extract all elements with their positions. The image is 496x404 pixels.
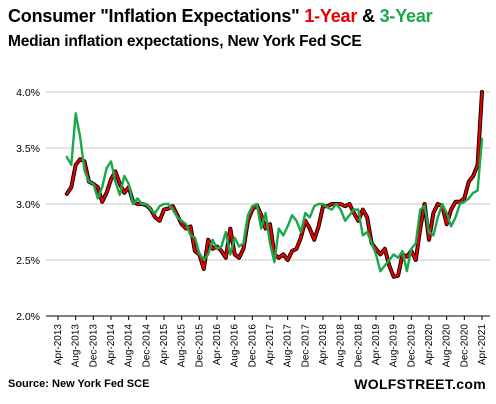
x-tick-label: Apr-2015 [159, 324, 170, 366]
x-tick-label: Dec-2017 [300, 324, 311, 368]
title-one-year: 1-Year [304, 6, 358, 26]
y-tick-label: 4.0% [16, 87, 40, 99]
x-axis: Apr-2013 Aug-2013 Dec-2013 Apr-2014 Aug-2014… [46, 315, 490, 368]
y-tick-label: 2.0% [16, 311, 40, 323]
brand-logo-text: WOLFSTREET.com [354, 376, 486, 392]
x-tick-label: Aug-2018 [336, 324, 347, 368]
x-tick-label: Aug-2016 [230, 324, 241, 368]
x-tick-label: Apr-2017 [265, 324, 276, 366]
x-tick-label: Apr-2019 [371, 324, 382, 366]
x-tick-label: Apr-2020 [424, 324, 435, 366]
x-tick-label: Apr-2018 [318, 324, 329, 366]
series-line-3-year [65, 112, 484, 273]
x-tick-label: Aug-2017 [283, 324, 294, 368]
x-tick-label: Aug-2020 [442, 324, 453, 368]
x-tick-label: Dec-2014 [141, 324, 152, 368]
title-main: Consumer "Inflation Expectations" [8, 6, 300, 26]
x-tick-label: Aug-2013 [71, 324, 82, 368]
y-tick-label: 3.5% [16, 143, 40, 155]
y-tick-label: 2.5% [16, 255, 40, 267]
x-tick-label: Dec-2020 [459, 324, 470, 368]
x-tick-label: Dec-2018 [353, 324, 364, 368]
x-tick-label: Apr-2021 [477, 324, 488, 366]
x-tick-label: Dec-2013 [88, 324, 99, 368]
x-tick-label: Dec-2016 [247, 324, 258, 368]
source-note: Source: New York Fed SCE [8, 378, 150, 390]
chart-subtitle: Median inflation expectations, New York … [8, 33, 362, 50]
x-tick-label: Aug-2019 [389, 324, 400, 368]
y-tick-label: 3.0% [16, 199, 40, 211]
y-axis: 4.0% 3.5% 3.0% 2.5% 2.0% [16, 87, 40, 323]
title-ampersand: & [362, 6, 375, 26]
x-tick-label: Dec-2015 [194, 324, 205, 368]
series-lines [64, 90, 484, 279]
x-tick-label: Apr-2014 [106, 324, 117, 366]
x-tick-label: Aug-2015 [177, 324, 188, 368]
x-tick-label: Aug-2014 [124, 324, 135, 368]
x-tick-label: Apr-2013 [53, 324, 64, 366]
x-tick-label: Dec-2019 [406, 324, 417, 368]
x-tick-label: Apr-2016 [212, 324, 223, 366]
title-three-year: 3-Year [379, 6, 433, 26]
chart-title: Consumer "Inflation Expectations" 1-Year… [8, 6, 433, 27]
